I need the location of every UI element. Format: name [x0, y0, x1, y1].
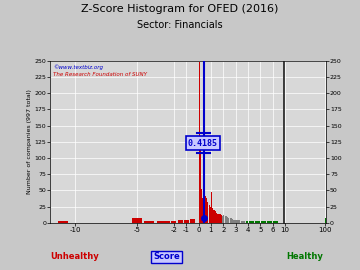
- Bar: [238, 220, 240, 223]
- Text: Score: Score: [153, 252, 180, 261]
- Bar: [210, 207, 211, 223]
- Bar: [228, 218, 229, 223]
- Bar: [246, 221, 248, 223]
- Bar: [233, 220, 234, 223]
- Bar: [241, 221, 243, 223]
- Bar: [190, 219, 195, 223]
- Bar: [208, 205, 210, 223]
- Bar: [177, 220, 183, 223]
- Bar: [200, 148, 201, 223]
- Bar: [227, 217, 228, 223]
- Bar: [261, 221, 266, 223]
- Bar: [205, 195, 206, 223]
- Bar: [157, 221, 167, 223]
- Bar: [255, 221, 260, 223]
- Text: 0.4185: 0.4185: [188, 139, 218, 147]
- Bar: [223, 215, 225, 223]
- Bar: [225, 216, 226, 223]
- Bar: [216, 213, 217, 223]
- Bar: [231, 218, 232, 223]
- Bar: [171, 221, 176, 223]
- Bar: [165, 221, 170, 223]
- Text: Z-Score Histogram for OFED (2016): Z-Score Histogram for OFED (2016): [81, 4, 279, 14]
- Bar: [213, 210, 215, 223]
- Bar: [204, 194, 205, 223]
- Bar: [212, 208, 213, 223]
- Bar: [217, 214, 218, 223]
- Bar: [222, 216, 223, 223]
- Bar: [232, 219, 233, 223]
- Bar: [211, 192, 212, 223]
- Bar: [207, 202, 208, 223]
- Text: Sector: Financials: Sector: Financials: [137, 20, 223, 30]
- Bar: [226, 216, 227, 223]
- Text: Healthy: Healthy: [287, 252, 324, 261]
- Bar: [273, 221, 278, 223]
- Bar: [132, 218, 142, 223]
- Bar: [215, 211, 216, 223]
- Bar: [236, 220, 238, 223]
- Bar: [243, 221, 246, 223]
- Bar: [249, 221, 253, 223]
- Bar: [234, 220, 235, 223]
- Bar: [58, 221, 68, 223]
- Bar: [144, 221, 154, 223]
- Y-axis label: Number of companies (997 total): Number of companies (997 total): [27, 89, 32, 194]
- Text: Unhealthy: Unhealthy: [50, 252, 99, 261]
- Bar: [219, 214, 220, 223]
- Bar: [230, 218, 231, 223]
- Bar: [199, 62, 200, 223]
- Bar: [202, 198, 203, 223]
- Bar: [221, 215, 222, 223]
- Bar: [201, 189, 202, 223]
- Bar: [206, 198, 207, 223]
- Bar: [184, 220, 189, 223]
- Bar: [267, 221, 272, 223]
- Text: ©www.textbiz.org: ©www.textbiz.org: [53, 65, 103, 70]
- Text: The Research Foundation of SUNY: The Research Foundation of SUNY: [53, 72, 147, 77]
- Bar: [220, 214, 221, 223]
